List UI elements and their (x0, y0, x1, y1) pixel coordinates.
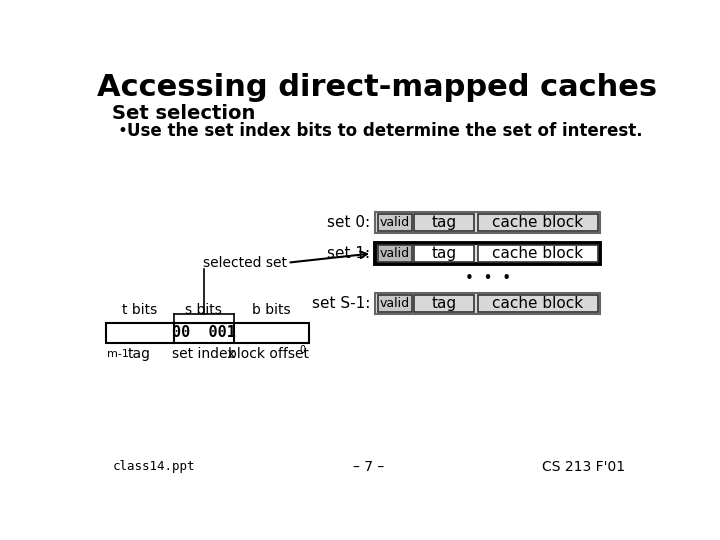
Text: tag: tag (431, 215, 456, 230)
Bar (106, 323, 309, 343)
Bar (375, 293, 600, 314)
Text: set 0:: set 0: (328, 215, 371, 230)
Text: – 7 –: – 7 – (354, 460, 384, 474)
Bar (377, 245, 412, 262)
Text: cache block: cache block (492, 215, 583, 230)
Bar (377, 295, 412, 312)
Text: set 1:: set 1: (328, 246, 371, 261)
Text: Set selection: Set selection (112, 104, 255, 123)
Text: tag: tag (431, 246, 456, 261)
Bar (375, 212, 600, 233)
Text: set S-1:: set S-1: (312, 296, 371, 311)
Bar (375, 242, 600, 264)
Text: selected set: selected set (203, 255, 287, 269)
Text: 0: 0 (300, 345, 305, 355)
Text: set index: set index (172, 347, 235, 361)
Bar (414, 214, 474, 231)
Text: tag: tag (128, 347, 151, 361)
Bar (477, 295, 598, 312)
Text: valid: valid (379, 247, 410, 260)
Text: cache block: cache block (492, 296, 583, 311)
Text: block offset: block offset (228, 347, 309, 361)
Text: 00  001: 00 001 (172, 325, 236, 340)
Text: Use the set index bits to determine the set of interest.: Use the set index bits to determine the … (127, 122, 643, 140)
Text: class14.ppt: class14.ppt (113, 460, 196, 473)
Bar (414, 245, 474, 262)
Text: m-1: m-1 (107, 348, 129, 359)
Bar (477, 214, 598, 231)
Bar (377, 214, 412, 231)
Text: cache block: cache block (492, 246, 583, 261)
Text: •  •  •: • • • (464, 271, 510, 286)
Bar (414, 295, 474, 312)
Text: b bits: b bits (252, 303, 291, 318)
Text: •: • (117, 122, 127, 140)
Text: CS 213 F'01: CS 213 F'01 (541, 460, 625, 474)
Bar (477, 245, 598, 262)
Text: t bits: t bits (122, 303, 157, 318)
Text: valid: valid (379, 297, 410, 310)
Text: valid: valid (379, 216, 410, 229)
Text: Accessing direct-mapped caches: Accessing direct-mapped caches (96, 73, 657, 103)
Text: tag: tag (431, 296, 456, 311)
Text: s bits: s bits (186, 303, 222, 318)
